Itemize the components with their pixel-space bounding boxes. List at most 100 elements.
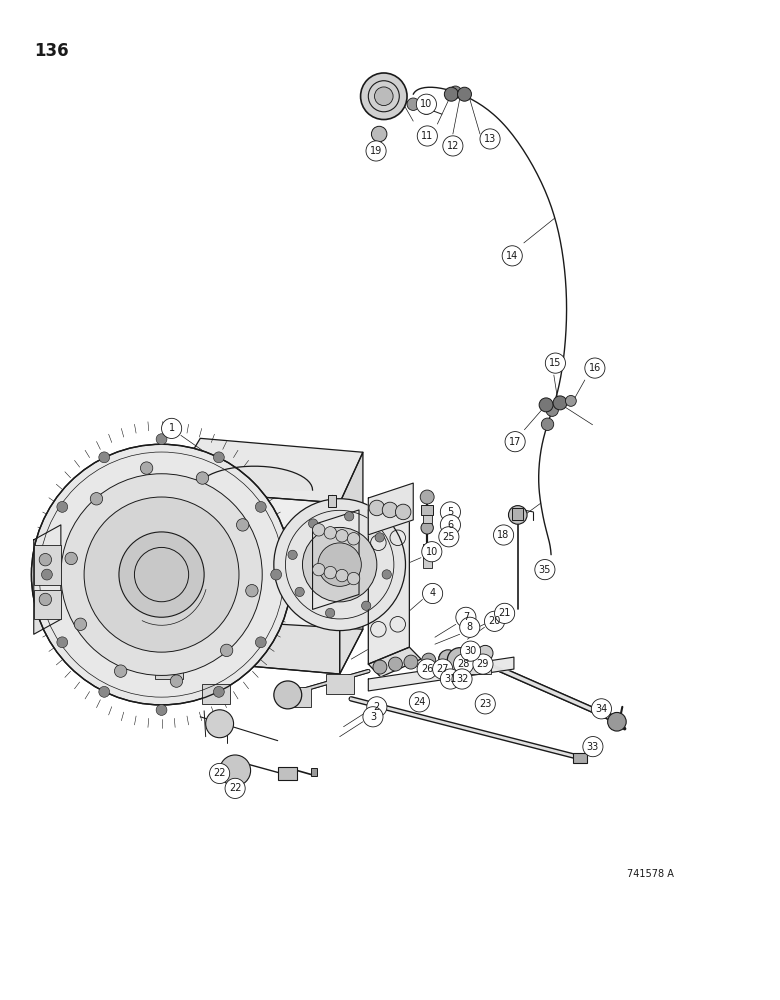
Text: 16: 16: [589, 363, 601, 373]
Circle shape: [41, 569, 52, 580]
Circle shape: [477, 645, 493, 661]
Text: 35: 35: [539, 565, 551, 575]
Circle shape: [458, 647, 477, 665]
Circle shape: [509, 506, 527, 524]
Circle shape: [459, 617, 480, 637]
Polygon shape: [169, 619, 363, 674]
Circle shape: [90, 493, 103, 505]
Circle shape: [452, 669, 472, 689]
Circle shape: [447, 648, 472, 673]
Circle shape: [39, 553, 51, 566]
Circle shape: [255, 637, 266, 648]
Circle shape: [206, 710, 233, 738]
Circle shape: [39, 593, 51, 606]
Circle shape: [313, 524, 325, 536]
Circle shape: [553, 396, 567, 410]
Circle shape: [443, 136, 463, 156]
Circle shape: [417, 126, 438, 146]
Circle shape: [313, 563, 325, 576]
Text: 13: 13: [484, 134, 496, 144]
Circle shape: [236, 519, 249, 531]
Text: 17: 17: [509, 437, 521, 447]
Text: 33: 33: [587, 742, 599, 752]
Circle shape: [140, 462, 153, 474]
Circle shape: [420, 102, 433, 114]
Bar: [421, 505, 434, 515]
Text: 22: 22: [229, 783, 241, 793]
Circle shape: [439, 651, 452, 665]
Circle shape: [115, 665, 127, 677]
Circle shape: [591, 699, 612, 719]
Circle shape: [74, 618, 87, 630]
Polygon shape: [368, 657, 514, 691]
Circle shape: [274, 681, 302, 709]
Circle shape: [535, 560, 555, 580]
Bar: [445, 664, 491, 674]
Text: 18: 18: [498, 530, 509, 540]
Circle shape: [585, 358, 605, 378]
Circle shape: [417, 94, 437, 114]
Circle shape: [608, 712, 626, 731]
Circle shape: [360, 73, 407, 120]
Circle shape: [324, 566, 336, 579]
Circle shape: [453, 654, 473, 674]
Text: 6: 6: [448, 520, 453, 530]
Circle shape: [335, 530, 348, 542]
Circle shape: [369, 500, 385, 516]
Circle shape: [423, 583, 443, 604]
Circle shape: [445, 87, 459, 101]
Circle shape: [473, 654, 493, 674]
Circle shape: [495, 603, 515, 623]
Text: 5: 5: [447, 507, 453, 517]
Circle shape: [65, 552, 77, 565]
Circle shape: [214, 452, 225, 463]
Polygon shape: [34, 525, 61, 634]
Text: 29: 29: [477, 659, 489, 669]
Circle shape: [362, 601, 370, 610]
Circle shape: [303, 527, 377, 602]
Circle shape: [347, 572, 360, 585]
Circle shape: [404, 655, 418, 669]
Text: 22: 22: [214, 768, 226, 778]
Circle shape: [441, 515, 460, 535]
Circle shape: [170, 675, 183, 687]
Text: 11: 11: [421, 131, 434, 141]
Circle shape: [374, 87, 393, 106]
Text: 7: 7: [463, 612, 469, 622]
Circle shape: [539, 398, 553, 412]
Circle shape: [439, 650, 457, 668]
Polygon shape: [169, 490, 339, 674]
Bar: [326, 674, 353, 694]
Circle shape: [449, 86, 462, 98]
Circle shape: [325, 608, 335, 618]
Polygon shape: [313, 510, 359, 609]
Text: 23: 23: [479, 699, 491, 709]
Circle shape: [335, 569, 348, 582]
Circle shape: [57, 501, 68, 512]
Bar: [34, 589, 61, 619]
Circle shape: [214, 686, 225, 697]
Circle shape: [388, 657, 402, 671]
Text: 34: 34: [595, 704, 608, 714]
Circle shape: [156, 705, 167, 715]
Text: 28: 28: [457, 659, 470, 669]
Circle shape: [363, 707, 383, 727]
Circle shape: [367, 697, 387, 717]
Circle shape: [221, 644, 232, 657]
Text: 741578 A: 741578 A: [627, 869, 674, 879]
Text: 26: 26: [421, 664, 434, 674]
Polygon shape: [169, 438, 363, 503]
Circle shape: [161, 418, 182, 438]
Text: 12: 12: [447, 141, 459, 151]
Circle shape: [541, 418, 554, 430]
Polygon shape: [368, 483, 413, 535]
Bar: [278, 767, 297, 780]
Circle shape: [345, 512, 354, 521]
Circle shape: [210, 763, 229, 784]
Bar: [34, 545, 61, 585]
Text: 27: 27: [437, 664, 449, 674]
Circle shape: [484, 611, 505, 631]
Circle shape: [308, 519, 317, 528]
Circle shape: [417, 659, 438, 679]
Circle shape: [460, 641, 480, 661]
